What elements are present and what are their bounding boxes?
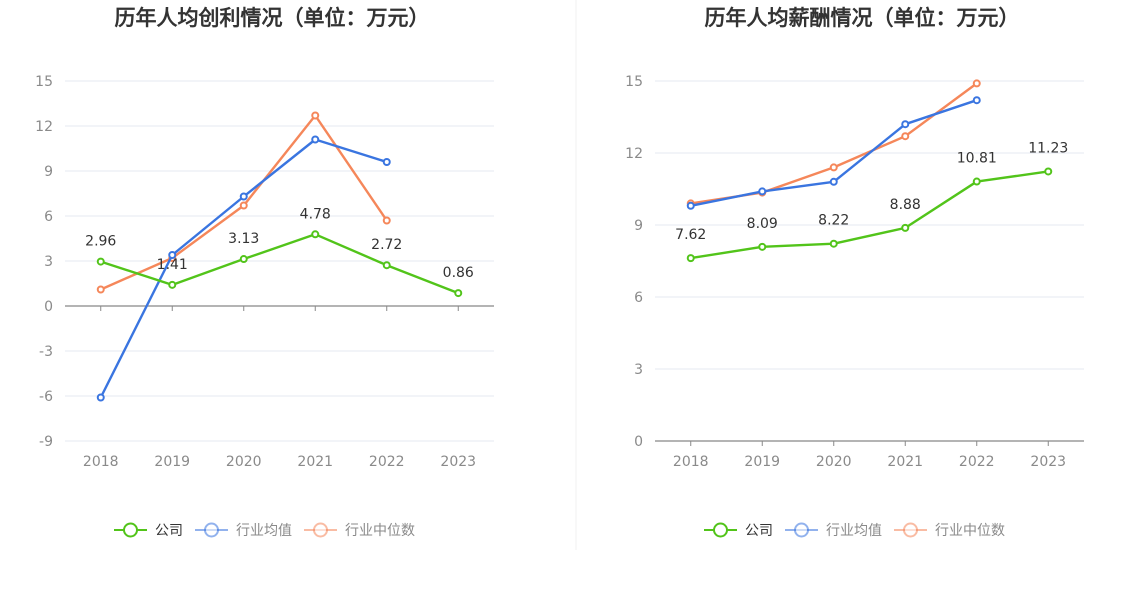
legend-label: 公司: [745, 523, 773, 539]
data-label: 7.62: [675, 227, 706, 243]
series-line-company: [690, 170, 1049, 260]
data-point-company[interactable]: [382, 261, 391, 270]
data-point-company[interactable]: [168, 280, 177, 289]
data-point-company[interactable]: [686, 254, 695, 263]
legend-item-industry_median[interactable]: 行业中位数: [304, 522, 415, 539]
data-label: 8.88: [890, 197, 921, 213]
legend-label: 行业中位数: [345, 523, 415, 539]
legend-marker-icon: [204, 522, 219, 538]
y-tick-label: 0: [44, 299, 53, 315]
data-point-company[interactable]: [96, 257, 105, 266]
data-label: 3.13: [228, 231, 259, 247]
data-point-company[interactable]: [758, 242, 767, 251]
data-point-company[interactable]: [454, 289, 463, 298]
x-tick-label: 2023: [1030, 454, 1066, 470]
x-tick-label: 2021: [887, 454, 923, 470]
data-point-industry_avg[interactable]: [972, 96, 981, 105]
data-label: 2.72: [371, 237, 402, 253]
y-tick-label: 15: [625, 74, 643, 90]
data-point-company[interactable]: [829, 239, 838, 248]
data-label: 1.41: [157, 257, 188, 273]
data-point-company[interactable]: [311, 230, 320, 239]
data-point-company[interactable]: [901, 223, 910, 232]
legend-label: 行业均值: [826, 523, 882, 539]
data-label: 8.09: [747, 216, 778, 232]
y-tick-label: 6: [634, 290, 643, 306]
y-tick-label: 3: [634, 362, 643, 378]
x-tick-label: 2019: [154, 454, 190, 470]
legend-item-company[interactable]: 公司: [704, 522, 773, 539]
data-point-industry_avg[interactable]: [96, 393, 105, 402]
x-tick-label: 2020: [226, 454, 262, 470]
legend-marker-icon: [794, 522, 809, 538]
data-point-industry_median[interactable]: [972, 79, 981, 88]
y-tick-label: -9: [39, 434, 53, 450]
legend-marker-icon: [123, 522, 138, 538]
x-tick-label: 2023: [440, 454, 476, 470]
legend-label: 公司: [155, 523, 183, 539]
data-label: 11.23: [1028, 140, 1068, 156]
salary-per-capita-chart: 历年人均薪酬情况（单位：万元） 15 12 9 6 3 0 2018 2019 2020 2021…: [625, 6, 1084, 539]
series-line-industry_avg: [99, 138, 388, 399]
x-tick-label: 2020: [816, 454, 852, 470]
x-tick-label: 2019: [744, 454, 780, 470]
y-tick-label: 15: [35, 74, 53, 90]
data-point-industry_avg[interactable]: [901, 120, 910, 129]
data-label: 10.81: [957, 151, 997, 167]
x-tick-label: 2022: [369, 454, 405, 470]
data-point-industry_median[interactable]: [311, 111, 320, 120]
data-label: 8.22: [818, 213, 849, 229]
x-tick-label: 2018: [673, 454, 709, 470]
legend-item-company[interactable]: 公司: [114, 522, 183, 539]
data-point-industry_avg[interactable]: [686, 201, 695, 210]
y-tick-label: 12: [35, 119, 53, 135]
y-tick-label: 6: [44, 209, 53, 225]
data-point-industry_median[interactable]: [382, 216, 391, 225]
x-tick-label: 2018: [83, 454, 119, 470]
y-tick-label: 9: [44, 164, 53, 180]
legend: 公司 行业均值 行业中位数: [704, 522, 1005, 539]
legend-item-industry_median[interactable]: 行业中位数: [894, 522, 1005, 539]
legend-marker-icon: [903, 522, 918, 538]
series-line-company: [100, 233, 459, 295]
data-label: 4.78: [300, 206, 331, 222]
data-point-industry_avg[interactable]: [382, 158, 391, 166]
data-point-industry_avg[interactable]: [239, 192, 248, 201]
legend-label: 行业中位数: [935, 523, 1005, 539]
x-tick-label: 2022: [959, 454, 995, 470]
data-point-industry_avg[interactable]: [758, 187, 767, 196]
x-tick-label: 2021: [297, 454, 333, 470]
data-point-industry_avg[interactable]: [168, 251, 177, 259]
legend-item-industry_avg[interactable]: 行业均值: [195, 522, 292, 539]
legend-marker-icon: [313, 522, 328, 538]
data-point-company[interactable]: [1044, 167, 1053, 176]
y-tick-label: -6: [39, 389, 53, 405]
data-point-industry_median[interactable]: [901, 132, 910, 141]
profit-per-capita-chart: 历年人均创利情况（单位：万元） 15 12 9 6 3 0 -3 -6 -9 2018 2019 20…: [35, 6, 494, 539]
data-point-company[interactable]: [239, 255, 248, 264]
data-label: 2.96: [85, 234, 116, 250]
data-point-industry_median[interactable]: [239, 201, 248, 210]
y-tick-label: 3: [44, 254, 53, 270]
y-tick-label: 9: [634, 218, 643, 234]
data-label: 0.86: [443, 265, 474, 281]
chart-title: 历年人均创利情况（单位：万元）: [115, 6, 430, 30]
legend-item-industry_avg[interactable]: 行业均值: [785, 522, 882, 539]
data-point-industry_avg[interactable]: [311, 135, 320, 144]
data-point-industry_median[interactable]: [829, 163, 838, 172]
data-point-industry_median[interactable]: [96, 285, 105, 294]
chart-title: 历年人均薪酬情况（单位：万元）: [705, 6, 1020, 30]
legend-marker-icon: [713, 522, 728, 538]
data-point-industry_avg[interactable]: [829, 177, 838, 186]
legend-label: 行业均值: [236, 523, 292, 539]
y-tick-label: 12: [625, 146, 643, 162]
legend: 公司 行业均值 行业中位数: [114, 522, 415, 539]
data-point-company[interactable]: [972, 177, 981, 186]
y-tick-label: 0: [634, 434, 643, 450]
y-tick-label: -3: [39, 344, 53, 360]
